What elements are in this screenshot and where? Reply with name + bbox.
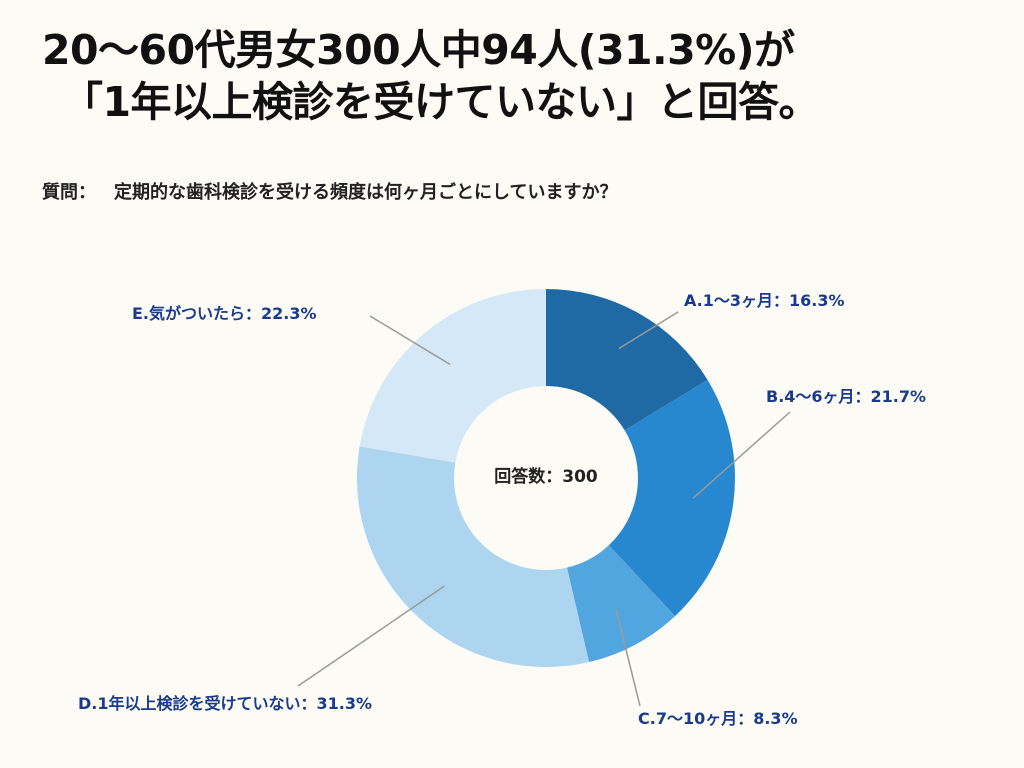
leader-line-d (297, 585, 445, 687)
slice-label-c: C.7～10ヶ月：8.3% (638, 709, 798, 728)
headline-line-2: 「1年以上検診を受けていない」と回答。 (62, 78, 820, 126)
center-label: 回答数：300 (494, 466, 598, 487)
slice-label-b: B.4～6ヶ月：21.7% (766, 387, 926, 406)
leader-line-b (692, 411, 791, 499)
question: 質問： 定期的な歯科検診を受ける頻度は何ヶ月ごとにしていますか？ (42, 178, 617, 204)
donut-slices (357, 289, 735, 667)
slice-b (608, 379, 735, 617)
headline-line-1: 20～60代男女300人中94人(31.3%)が (42, 26, 795, 74)
slice-label-e: E.気がついたら：22.3% (132, 304, 317, 323)
leader-line-a (618, 311, 679, 350)
slice-c (566, 545, 676, 663)
slice-a (546, 289, 708, 431)
slice-e (359, 289, 546, 463)
leader-line-c (615, 608, 641, 707)
slice-labels: A.1～3ヶ月：16.3% B.4～6ヶ月：21.7% C.7～10ヶ月：8.3% D… (78, 291, 926, 728)
question-label: 質問： (42, 182, 96, 203)
slice-label-a: A.1～3ヶ月：16.3% (684, 291, 845, 310)
slice-d (357, 446, 590, 667)
question-text: 定期的な歯科検診を受ける頻度は何ヶ月ごとにしていますか？ (114, 182, 618, 203)
leader-line-e (369, 315, 451, 366)
slice-label-d: D.1年以上検診を受けていない：31.3% (78, 694, 372, 713)
leader-lines (297, 311, 791, 707)
